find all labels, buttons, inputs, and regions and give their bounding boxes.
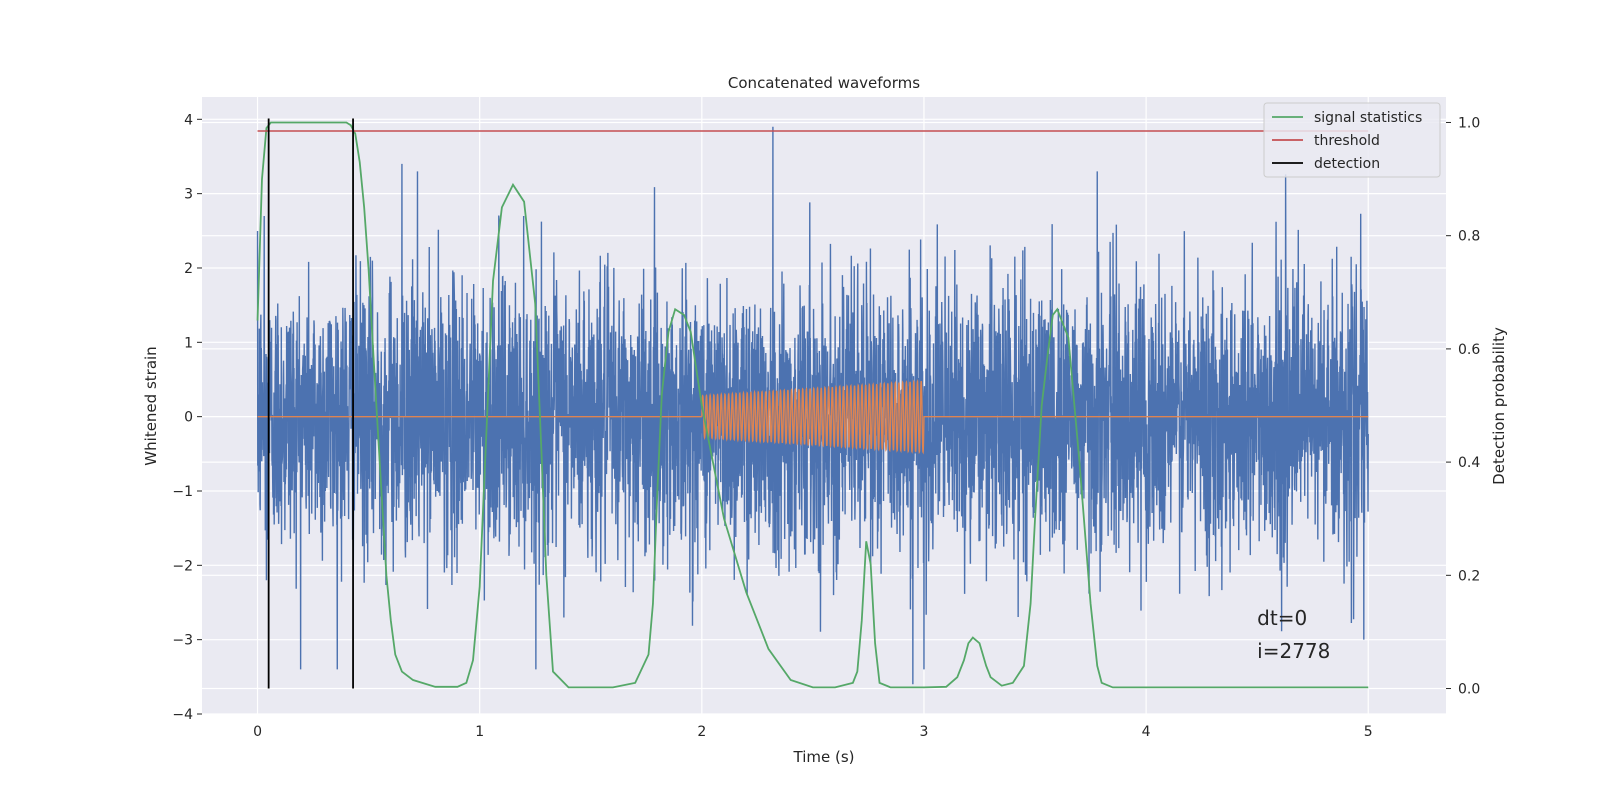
y-tick-label: 4	[184, 112, 193, 128]
x-tick-label: 5	[1364, 724, 1373, 740]
detection-lines	[267, 118, 354, 689]
y-tick-label: −4	[172, 707, 193, 723]
y-axis-ticks: −4 −3 −2 −1 0 1 2 3 4	[172, 112, 202, 723]
x-tick-label: 3	[920, 724, 929, 740]
legend-label-signal-statistics: signal statistics	[1314, 110, 1422, 126]
legend-label-detection: detection	[1314, 156, 1380, 172]
x-tick-label: 4	[1142, 724, 1151, 740]
legend-label-threshold: threshold	[1314, 133, 1380, 149]
x-tick-label: 2	[697, 724, 706, 740]
legend: signal statistics threshold detection	[1263, 102, 1441, 178]
y-tick-label: −1	[172, 484, 193, 500]
plot-area	[256, 118, 1369, 689]
y-right-tick-label: 0.6	[1458, 342, 1480, 358]
y-right-tick-label: 0.8	[1458, 229, 1480, 245]
y-right-tick-label: 0.4	[1458, 455, 1480, 471]
y-tick-label: 1	[184, 335, 193, 351]
y-right-tick-label: 0.0	[1458, 682, 1480, 698]
y-tick-label: −2	[172, 558, 193, 574]
chart-title: Concatenated waveforms	[728, 74, 920, 92]
y-tick-label: 2	[184, 261, 193, 277]
x-axis-ticks: 0 1 2 3 4 5	[253, 724, 1373, 740]
y-right-axis-label: Detection probability	[1490, 327, 1508, 485]
x-axis-label: Time (s)	[793, 748, 855, 766]
x-tick-label: 1	[475, 724, 484, 740]
injected-waveform-line	[257, 379, 1369, 455]
signal-statistics-line	[256, 121, 1369, 689]
y-right-tick-label: 1.0	[1458, 115, 1480, 131]
y-right-tick-label: 0.2	[1458, 568, 1480, 584]
y-axis-label: Whitened strain	[142, 346, 160, 465]
annotation-index: i=2778	[1257, 639, 1330, 663]
y-right-axis-ticks: 0.0 0.2 0.4 0.6 0.8 1.0	[1446, 115, 1480, 698]
y-tick-label: 3	[184, 187, 193, 203]
y-tick-label: 0	[184, 410, 193, 426]
legend-box	[1263, 102, 1441, 178]
annotation-dt: dt=0	[1257, 606, 1307, 630]
x-tick-label: 0	[253, 724, 262, 740]
y-tick-label: −3	[172, 633, 193, 649]
